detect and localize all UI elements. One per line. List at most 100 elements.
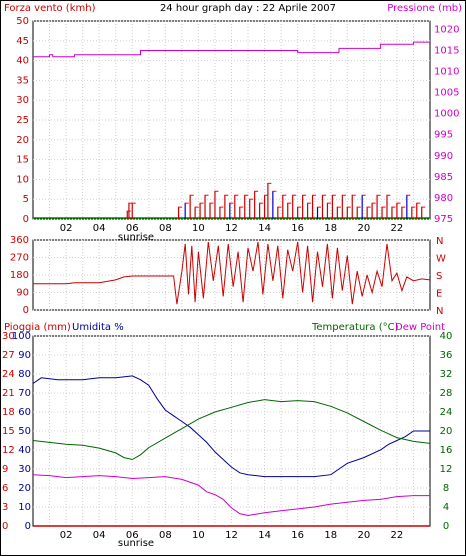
x-tick-label-06: 06 — [126, 223, 139, 234]
pressure-tick-985: 985 — [434, 172, 453, 183]
temperature-tick-36: 36 — [440, 350, 453, 361]
humidity-tick-70: 70 — [18, 388, 31, 399]
pressure-tick-1000: 1000 — [434, 109, 459, 120]
x-tick-label-10: 10 — [192, 223, 205, 234]
wind-bar — [272, 191, 274, 219]
temperature-axis-ticks: 0 4 8 12 16 20 24 28 32 36 40 — [440, 331, 453, 532]
rain-tick-21: 21 — [2, 388, 15, 399]
temperature-tick-4: 4 — [443, 502, 449, 513]
wind-tick-30: 30 — [16, 95, 29, 106]
temperature-humidity-grid — [33, 335, 430, 527]
wind-bar — [346, 207, 348, 219]
x-tick-label-20: 20 — [357, 530, 370, 541]
wind-bar — [177, 207, 180, 219]
temperature-tick-12: 12 — [440, 464, 453, 475]
wind-bar — [396, 203, 398, 219]
rain-axis-title: Pioggia (mm) — [4, 322, 71, 333]
wind-bar — [244, 195, 246, 219]
wind-axis-title: Forza vento (kmh) — [4, 3, 96, 14]
x-tick-label-02: 02 — [60, 223, 73, 234]
rain-tick-0: 0 — [2, 521, 8, 532]
wind-bar — [239, 207, 241, 219]
wind-direction-series-line — [33, 241, 431, 305]
dewpoint-series-line — [32, 474, 430, 517]
wind-bar — [356, 207, 358, 219]
humidity-tick-60: 60 — [18, 407, 31, 418]
temperature-tick-8: 8 — [443, 483, 449, 494]
rain-tick-27: 27 — [2, 350, 15, 361]
pressure-tick-995: 995 — [434, 130, 453, 141]
wind-bar — [341, 195, 343, 219]
humidity-tick-100: 100 — [12, 331, 31, 342]
x-tick-label-04: 04 — [93, 223, 106, 234]
direction-tick-0: 0 — [23, 305, 29, 316]
wind-bar — [194, 207, 196, 219]
temperature-tick-24: 24 — [440, 407, 453, 418]
wind-tick-50: 50 — [16, 16, 29, 27]
direction-tick-180: 180 — [10, 270, 29, 281]
pressure-tick-1020: 1020 — [434, 24, 459, 35]
x-tick-label-22: 22 — [391, 223, 404, 234]
x-tick-label-08: 08 — [159, 223, 172, 234]
humidity-tick-10: 10 — [18, 502, 31, 513]
humidity-tick-30: 30 — [18, 464, 31, 475]
wind-bar — [302, 195, 304, 219]
wind-speed-series — [33, 182, 430, 219]
wind-bar — [306, 203, 309, 219]
rain-tick-9: 9 — [2, 464, 8, 475]
wind-bar — [282, 195, 284, 219]
x-tick-label-12: 12 — [225, 223, 238, 234]
sunrise-label-bottom: sunrise — [118, 538, 154, 549]
wind-bar — [209, 203, 211, 219]
dewpoint-axis-title: Dew Point — [395, 322, 445, 333]
wind-bar — [311, 195, 314, 219]
wind-bar — [126, 211, 128, 219]
direction-tick-270: 270 — [10, 253, 29, 264]
compass-label-3: E — [436, 289, 442, 300]
rain-tick-18: 18 — [2, 407, 15, 418]
wind-bar — [189, 195, 191, 219]
wind-bar — [321, 195, 324, 219]
wind-bar — [287, 203, 289, 219]
compass-label-4: N — [436, 306, 443, 317]
x-tick-label-02: 02 — [60, 530, 73, 541]
pressure-tick-1010: 1010 — [434, 67, 459, 78]
x-tick-label-12: 12 — [225, 530, 238, 541]
rain-tick-3: 3 — [2, 502, 8, 513]
wind-bar — [361, 195, 363, 219]
temperature-tick-20: 20 — [440, 426, 453, 437]
wind-bar — [292, 195, 294, 219]
wind-bar — [376, 195, 378, 219]
temperature-tick-16: 16 — [440, 445, 453, 456]
wind-bar — [184, 203, 186, 219]
x-tick-label-18: 18 — [324, 530, 337, 541]
wind-bar — [131, 203, 133, 219]
wind-bar — [366, 207, 368, 219]
wind-bar — [371, 203, 373, 219]
humidity-axis-title: Umidita % — [72, 322, 124, 333]
humidity-tick-90: 90 — [18, 350, 31, 361]
rain-tick-15: 15 — [2, 426, 15, 437]
rain-tick-24: 24 — [2, 369, 15, 380]
wind-tick-0: 0 — [23, 214, 29, 225]
wind-bar — [297, 207, 299, 219]
compass-label-1: W — [436, 254, 446, 265]
wind-bar — [421, 207, 423, 219]
x-tick-label-10: 10 — [192, 530, 205, 541]
x-tick-label-08: 08 — [159, 530, 172, 541]
direction-tick-90: 90 — [16, 288, 29, 299]
humidity-tick-20: 20 — [18, 483, 31, 494]
wind-pressure-grid — [33, 20, 430, 220]
chart-title: 24 hour graph day : 22 Aprile 2007 — [160, 3, 336, 14]
wind-bar — [267, 183, 269, 219]
wind-bar — [391, 207, 393, 219]
wind-bar — [277, 207, 279, 219]
wind-axis-ticks: 0 5 10 15 20 25 30 35 40 45 50 — [16, 16, 29, 225]
wind-bar — [336, 207, 338, 219]
wind-tick-35: 35 — [16, 75, 29, 86]
humidity-tick-40: 40 — [18, 445, 31, 456]
wind-bar — [381, 207, 383, 219]
direction-tick-360: 360 — [10, 235, 29, 246]
